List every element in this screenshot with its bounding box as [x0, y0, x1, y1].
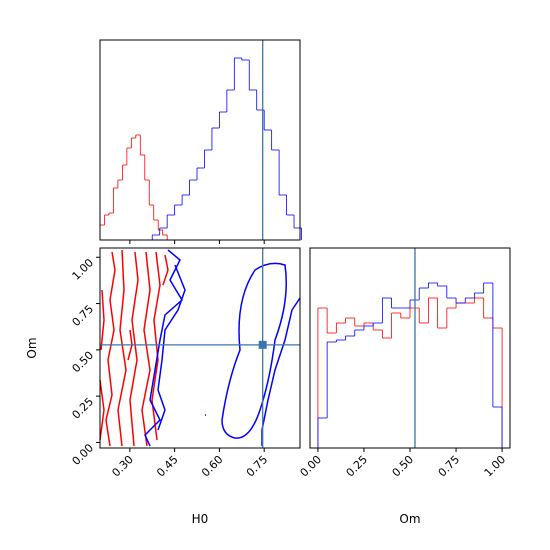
x-tick-label: 0.30: [109, 453, 136, 480]
panel-frame: [309, 247, 511, 449]
x-tick-label: 0.60: [199, 453, 226, 480]
y-tick-label: 1.00: [70, 256, 97, 283]
y-tick-label: 0.50: [70, 349, 97, 376]
contour-lines: [99, 249, 301, 447]
x-tick-label: 0.00: [298, 453, 325, 480]
blue-contour: [144, 249, 301, 447]
y-tick-label: 0.25: [70, 395, 97, 422]
truth-point: [258, 340, 267, 349]
x-axis-label: Om: [399, 512, 420, 526]
x-tick-label: 0.75: [244, 453, 271, 480]
panel-frame: [99, 247, 301, 449]
y-axis-label: Om: [25, 337, 39, 358]
y-tick-label: 0.00: [70, 441, 97, 468]
x-tick-label: 0.50: [390, 453, 417, 480]
panel-frame: [99, 39, 301, 241]
x-tick-label: 0.75: [436, 453, 463, 480]
x-tick-label: 1.00: [482, 453, 509, 480]
y-tick-label: 0.75: [70, 302, 97, 329]
x-tick-label: 0.25: [344, 453, 371, 480]
x-axis-label: H0: [192, 512, 209, 526]
x-tick-label: 0.45: [154, 453, 181, 480]
